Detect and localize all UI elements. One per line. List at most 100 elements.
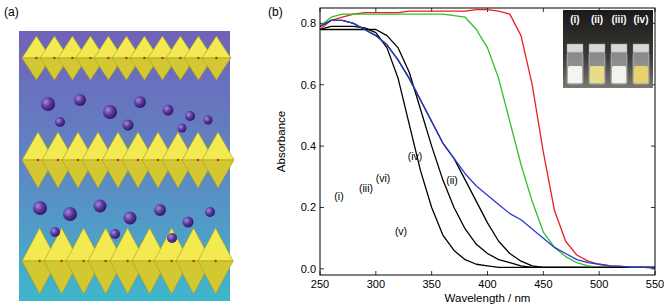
y-axis-label: Absorbance: [275, 111, 287, 172]
panel-label: (b): [268, 5, 283, 19]
y-tick: [320, 84, 324, 85]
x-tick-top: [543, 8, 544, 12]
oxygen-atom: [177, 159, 179, 161]
inset-label: (iii): [612, 14, 627, 25]
oxygen-atom: [60, 260, 62, 262]
oxygen-atom: [125, 57, 127, 59]
panel-label: (a): [4, 5, 19, 19]
curve-label: (i): [334, 190, 343, 202]
cation-sphere: [178, 124, 187, 133]
oxygen-atom: [157, 159, 159, 161]
curve-label: (iv): [408, 150, 423, 162]
x-tick: [431, 271, 432, 275]
octahedron-top: [198, 228, 233, 261]
absorbance-curve: [320, 20, 655, 268]
cation-sphere: [134, 96, 146, 108]
y-tick-label: 0.8: [301, 17, 316, 29]
oxygen-atom: [192, 260, 194, 262]
vial: [589, 52, 605, 84]
oxygen-atom: [57, 159, 59, 161]
octahedron-bottom: [202, 160, 234, 188]
x-tick-label: 550: [646, 278, 664, 290]
cation-sphere: [154, 204, 166, 216]
y-tick-right: [651, 146, 655, 147]
oxygen-atom: [77, 159, 79, 161]
x-tick: [543, 271, 544, 275]
inset-label: (ii): [591, 14, 603, 25]
x-tick: [375, 271, 376, 275]
cation-sphere: [55, 117, 65, 127]
oxygen-atom: [104, 260, 106, 262]
curve-label: (iii): [359, 182, 373, 194]
octahedra-layer: [22, 228, 233, 294]
oxygen-atom: [107, 57, 109, 59]
oxygen-atom: [161, 57, 163, 59]
y-tick-right: [651, 207, 655, 208]
y-tick-label: 0.4: [301, 140, 316, 152]
cation-sphere: [50, 227, 60, 237]
octahedron-top: [202, 36, 231, 58]
x-tick-label: 350: [422, 278, 440, 290]
cation-sphere: [167, 233, 177, 243]
inset-background: [563, 10, 653, 88]
oxygen-atom: [38, 260, 40, 262]
x-tick-label: 250: [311, 278, 329, 290]
octahedron-bottom: [198, 261, 233, 294]
plot-frame: [320, 8, 655, 275]
figure: (a)(b)2503003504004505005500.00.20.40.60…: [0, 0, 669, 307]
curve-label: (ii): [446, 174, 458, 186]
oxygen-atom: [197, 159, 199, 161]
cation-sphere: [33, 201, 47, 215]
cation-sphere: [204, 116, 213, 125]
oxygen-atom: [117, 159, 119, 161]
y-tick: [320, 268, 324, 269]
x-axis-label: Wavelength / nm: [445, 292, 531, 304]
inset-label: (i): [570, 14, 579, 25]
absorbance-curve: [320, 20, 655, 267]
vial-powder: [590, 66, 604, 83]
cation-sphere: [103, 105, 117, 119]
x-tick-label: 300: [367, 278, 385, 290]
y-tick-label: 0.2: [301, 201, 316, 213]
cation-sphere: [41, 97, 55, 111]
x-tick-top: [375, 8, 376, 12]
oxygen-atom: [217, 159, 219, 161]
cation-sphere: [124, 212, 137, 225]
cation-sphere: [205, 207, 215, 217]
x-tick-label: 400: [478, 278, 496, 290]
oxygen-atom: [35, 57, 37, 59]
cation-sphere: [94, 200, 107, 213]
ticks: 2503003504004505005500.00.20.40.60.8: [301, 8, 664, 290]
cation-sphere: [63, 207, 77, 221]
oxygen-atom: [82, 260, 84, 262]
vial-powder: [634, 66, 648, 83]
octahedra-layer: [22, 36, 231, 80]
inset-label: (iv): [634, 14, 649, 25]
oxygen-atom: [215, 57, 217, 59]
oxygen-atom: [53, 57, 55, 59]
oxygen-atom: [126, 260, 128, 262]
x-tick-label: 500: [590, 278, 608, 290]
panel-a: (a): [4, 5, 234, 301]
cation-sphere: [123, 120, 134, 131]
vial: [567, 52, 583, 84]
curve-label: (vi): [376, 172, 391, 184]
oxygen-atom: [71, 57, 73, 59]
cation-sphere: [185, 111, 195, 121]
oxygen-atom: [97, 159, 99, 161]
vial-cap: [589, 44, 605, 52]
octahedron-bottom: [202, 58, 231, 80]
oxygen-atom: [137, 159, 139, 161]
absorbance-curve: [320, 29, 655, 267]
oxygen-atom: [214, 260, 216, 262]
absorbance-curve: [320, 26, 655, 267]
oxygen-atom: [197, 57, 199, 59]
oxygen-atom: [170, 260, 172, 262]
vial-cap: [633, 44, 649, 52]
absorbance-curve: [320, 10, 655, 268]
oxygen-atom: [89, 57, 91, 59]
vial-powder: [568, 66, 582, 83]
x-tick-label: 450: [534, 278, 552, 290]
vial: [633, 52, 649, 84]
oxygen-atom: [37, 159, 39, 161]
